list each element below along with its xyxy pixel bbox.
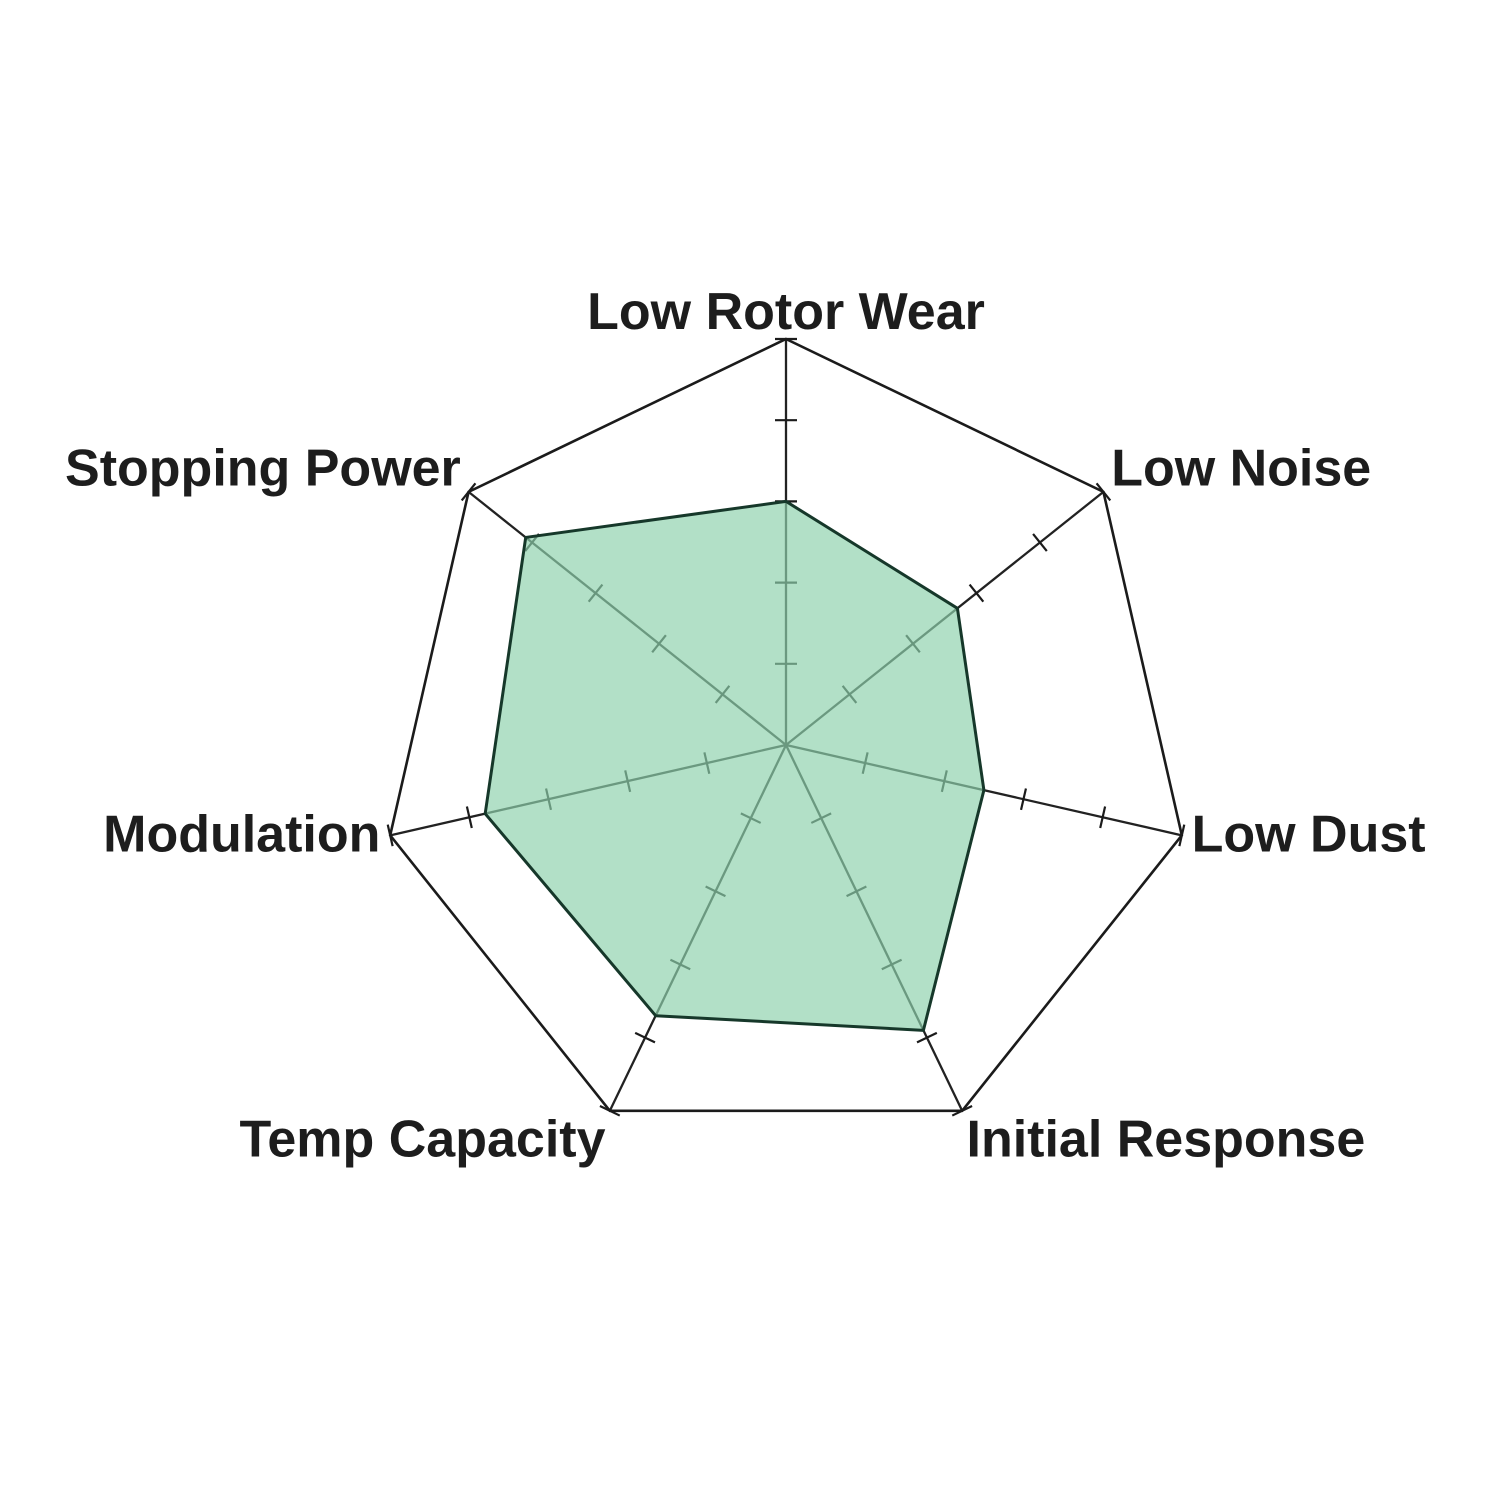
svg-text:Initial Response: Initial Response <box>967 1111 1366 1169</box>
svg-text:Low Dust: Low Dust <box>1192 805 1426 863</box>
svg-text:Low Rotor Wear: Low Rotor Wear <box>587 283 985 341</box>
svg-text:Modulation: Modulation <box>103 805 380 863</box>
svg-text:Stopping Power: Stopping Power <box>65 440 461 498</box>
svg-text:Temp Capacity: Temp Capacity <box>239 1111 605 1169</box>
svg-text:Low Noise: Low Noise <box>1111 440 1371 498</box>
